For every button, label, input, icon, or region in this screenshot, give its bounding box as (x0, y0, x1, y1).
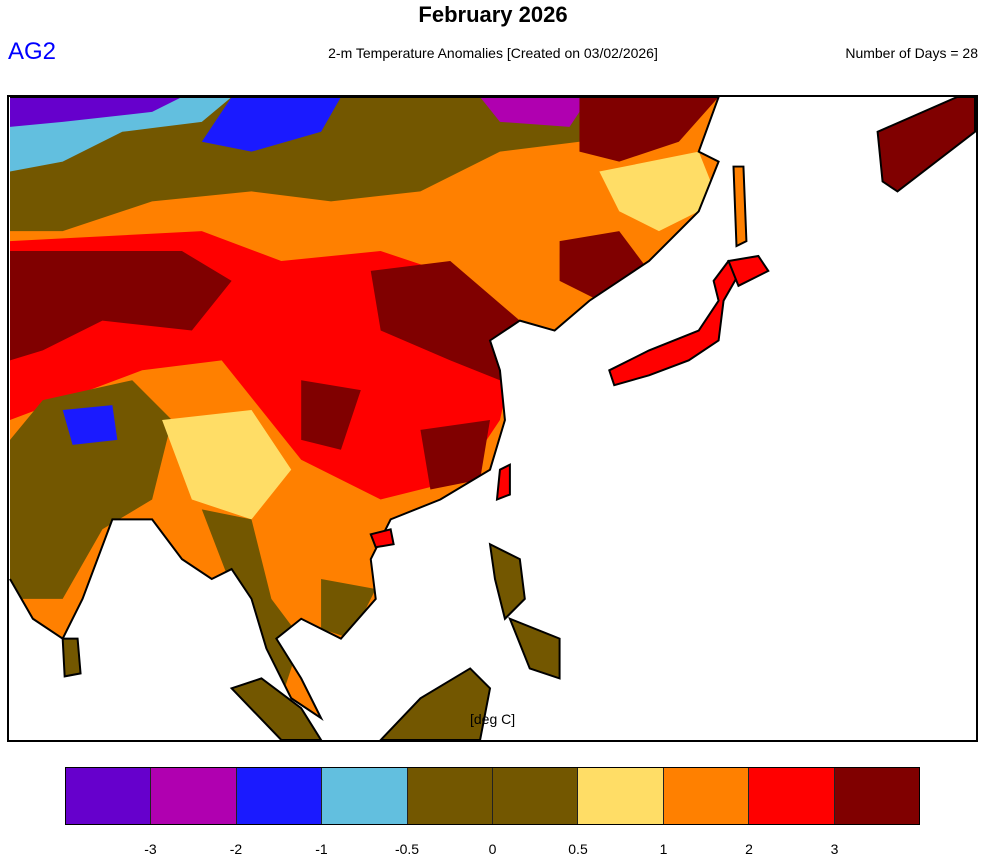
colorbar-swatch (749, 768, 835, 824)
units-label: [deg C] (470, 711, 516, 727)
colorbar-swatch (322, 768, 408, 824)
colorbar-swatch (834, 768, 920, 824)
colorbar-tick: 1 (659, 841, 668, 857)
colorbar-tick: 2 (745, 841, 753, 857)
colorbar-tick: -1 (315, 841, 328, 857)
model-label: AG2 (8, 38, 57, 65)
colorbar-swatch (151, 768, 237, 824)
colorbar-tick: -3 (144, 841, 157, 857)
islands (61, 97, 976, 740)
colorbar-swatch (407, 768, 494, 824)
colorbar-tick: 0 (488, 841, 497, 857)
colorbar-tick: -0.5 (394, 841, 420, 857)
map-title: February 2026 (418, 2, 568, 27)
colorbar-swatch (66, 768, 152, 824)
colorbar-tick: 0.5 (568, 841, 588, 857)
days-count: Number of Days = 28 (845, 45, 978, 61)
colorbar-swatch (493, 768, 579, 824)
colorbar-swatch (236, 768, 323, 824)
colorbar-tick: -2 (229, 841, 243, 857)
colorbar-swatch (578, 768, 664, 824)
colorbar (65, 767, 920, 825)
map-subtitle: 2-m Temperature Anomalies [Created on 03… (328, 45, 658, 61)
colorbar-swatch (663, 768, 750, 824)
colorbar-tick: 3 (830, 841, 839, 857)
anomaly-map (7, 95, 978, 742)
